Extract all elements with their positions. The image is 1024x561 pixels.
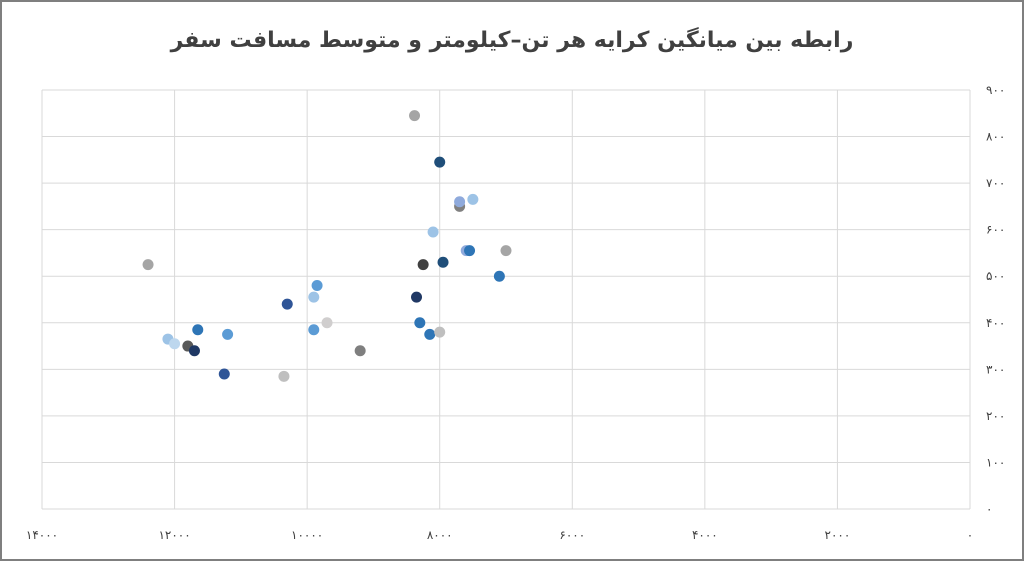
y-tick-label: ۵۰۰ bbox=[986, 269, 1005, 283]
data-points bbox=[142, 110, 512, 382]
x-tick-label: ۶۰۰۰ bbox=[559, 528, 585, 542]
data-point bbox=[467, 193, 479, 205]
x-tick-label: ۴۰۰۰ bbox=[692, 528, 718, 542]
x-tick-label: ۰ bbox=[967, 528, 973, 542]
data-point bbox=[169, 338, 181, 350]
x-tick-label: ۱۲۰۰۰ bbox=[158, 528, 190, 542]
chart-title: رابطه بین میانگین کرایه هر تن–کیلومتر و … bbox=[170, 28, 854, 53]
y-tick-label: ۹۰۰ bbox=[986, 83, 1005, 97]
y-tick-label: ۶۰۰ bbox=[986, 223, 1005, 237]
y-tick-label: ۲۰۰ bbox=[986, 409, 1005, 423]
data-point bbox=[308, 324, 320, 336]
data-point bbox=[281, 298, 293, 310]
data-point bbox=[411, 291, 423, 303]
x-axis-tick-labels: ۰ ۲۰۰۰ ۴۰۰۰ ۶۰۰۰ ۸۰۰۰ ۱۰۰۰۰ ۱۲۰۰۰ ۱۴۰۰۰ bbox=[26, 528, 973, 542]
data-point bbox=[417, 259, 429, 271]
data-point bbox=[427, 226, 439, 238]
data-point bbox=[414, 317, 426, 329]
x-tick-label: ۱۰۰۰۰ bbox=[291, 528, 323, 542]
data-point bbox=[321, 317, 333, 329]
y-tick-label: ۳۰۰ bbox=[986, 362, 1005, 376]
gridlines bbox=[41, 89, 971, 510]
data-point bbox=[311, 280, 323, 292]
data-point bbox=[222, 328, 234, 340]
x-tick-label: ۱۴۰۰۰ bbox=[26, 528, 58, 542]
data-point bbox=[434, 156, 446, 168]
data-point bbox=[424, 328, 436, 340]
y-axis-tick-labels: ۰ ۱۰۰ ۲۰۰ ۳۰۰ ۴۰۰ ۵۰۰ ۶۰۰ ۷۰۰ ۸۰۰ ۹۰۰ bbox=[986, 83, 1005, 516]
data-point bbox=[434, 326, 446, 338]
y-tick-label: ۱۰۰ bbox=[986, 455, 1005, 469]
data-point bbox=[188, 345, 200, 357]
x-tick-label: ۲۰۰۰ bbox=[825, 528, 851, 542]
y-tick-label: ۸۰۰ bbox=[986, 130, 1005, 144]
y-tick-label: ۰ bbox=[986, 502, 992, 516]
data-point bbox=[437, 256, 449, 268]
data-point bbox=[500, 245, 512, 257]
y-tick-label: ۴۰۰ bbox=[986, 316, 1005, 330]
data-point bbox=[409, 110, 421, 122]
data-point bbox=[308, 291, 320, 303]
data-point bbox=[464, 245, 476, 257]
data-point bbox=[218, 368, 230, 380]
y-tick-label: ۷۰۰ bbox=[986, 176, 1005, 190]
data-point bbox=[278, 370, 290, 382]
data-point bbox=[454, 196, 466, 208]
data-point bbox=[192, 324, 204, 336]
data-point bbox=[354, 345, 366, 357]
data-point bbox=[142, 259, 154, 271]
x-tick-label: ۸۰۰۰ bbox=[427, 528, 453, 542]
data-point bbox=[493, 270, 505, 282]
